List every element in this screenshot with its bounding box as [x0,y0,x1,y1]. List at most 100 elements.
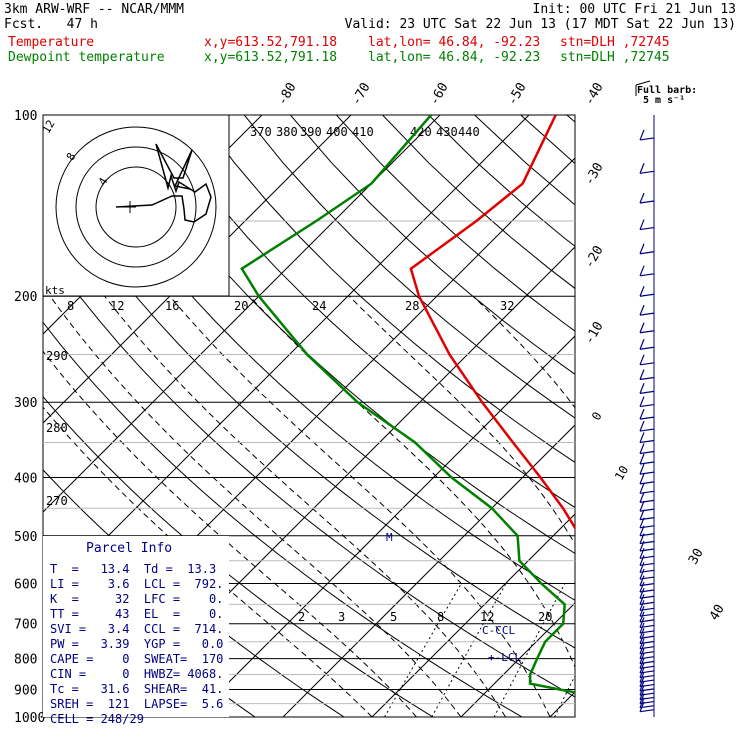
wind-barb-flag [639,383,645,394]
lcl-marker: +-LCL [488,651,521,664]
wind-barb [639,416,655,420]
pressure-label: 900 [14,683,37,698]
moist-adiabat [249,295,575,669]
wind-barb [639,390,655,394]
pressure-axis-labels: 100 200 300 400 500 600 700 800 900 1000 [14,109,45,726]
wind-barb-flag [639,492,645,503]
wind-barb-flag [639,588,645,599]
wind-barb-flag [639,500,645,512]
wind-barb [639,450,655,455]
wind-barb-flag [639,420,645,432]
wind-barbs [639,115,655,717]
wind-barb-flag [639,693,645,704]
wind-barb-flag [639,432,645,443]
wind-speed-label: 40 [707,602,728,623]
theta-label: 290 [46,349,68,363]
wind-barb [639,346,655,350]
wind-barb-flag [639,265,645,277]
wind-barb [639,273,655,277]
wind-barb-flag [639,129,645,141]
wind-barb [639,481,655,485]
wind-barb-flag [639,555,645,566]
wind-barb-flag [639,517,645,529]
wind-barb-flag [639,369,645,380]
wind-speed-label: 30 [686,546,707,567]
wind-barb [639,312,655,316]
wind-barb [639,137,655,141]
mixing-ratio-label: 3 [338,610,345,624]
wind-barb [639,200,655,204]
dry-adiabat [336,115,575,332]
wind-barb-flag [639,548,645,559]
theta-label: 390 [300,125,322,139]
dew-legend-xy: x,y=613.52,791.18 [204,50,338,65]
hodograph-axis-labels: 8 12 16 20 24 28 32 [67,299,514,313]
pressure-label: 1000 [14,711,45,726]
wind-barb [639,569,655,573]
isotherm [371,513,575,717]
wind-barb [639,170,655,174]
wind-barb-flag [639,680,645,692]
wind-barb [639,293,655,297]
wind-barb-flag [639,568,645,580]
hodo-axis-label: 16 [165,299,179,313]
wind-barb [639,251,655,255]
pressure-label: 500 [14,530,37,545]
wind-barb-flag [639,633,645,644]
moist-adiabat [615,296,728,717]
hodo-axis-label: 12 [110,299,124,313]
pressure-label: 200 [14,290,37,305]
isotherm-label: -10 [582,319,607,347]
dew-legend-stn: stn=DLH ,72745 [560,50,670,65]
parcel-info-title: Parcel Info [86,541,172,556]
dry-adiabat [197,115,575,463]
hodo-axis-label: 28 [405,299,419,313]
theta-label: 440 [458,125,480,139]
level-marker: M [386,531,393,544]
wind-barb-flag [639,594,645,605]
wind-barb-flag [639,648,645,659]
wind-barb-flag [639,628,645,639]
pressure-label: 600 [14,577,37,592]
isotherm [282,424,575,717]
wind-barb-flag [639,408,645,420]
mixing-ratio-label: 8 [437,610,444,624]
isotherm-label: -20 [582,243,607,271]
wind-barb [639,471,655,475]
isotherm [460,602,575,717]
parcel-info-row: SVI = 3.4 CCL = 714. [50,622,223,636]
parcel-info-row: LI = 3.6 LCL = 792. [50,577,223,591]
parcel-info-row: SREH = 121 LAPSE= 5.6 [50,697,223,711]
wind-barb-flag [639,243,645,254]
isotherm-label: -40 [582,80,607,108]
wind-barb [639,226,655,231]
wind-barb [639,508,655,512]
wind-barb-flag [639,658,645,669]
mixing-ratio-labels: 2 3 5 8 12 20 [298,610,552,624]
wind-barb-flag [639,463,645,475]
mixing-ratio-line [554,674,575,717]
dewpoint-profile [240,115,575,694]
parcel-info-row: CELL = 248/29 [50,712,144,726]
theta-label: 410 [352,125,374,139]
theta-label: 430 [436,125,458,139]
wind-barb-flag [639,285,645,297]
pressure-label: 700 [14,618,37,633]
parcel-info-panel: Parcel Info T = 13.4 Td = 13.3LI = 3.6 L… [43,536,229,726]
wind-barb-flag [639,192,645,204]
wind-barb-flag [639,701,645,712]
temp-legend-label: Temperature [8,35,95,50]
wind-barb-flag [639,562,645,573]
hodo-scale-label: kts [45,284,65,297]
isotherm-label: -60 [427,80,452,108]
parcel-info-row: K = 32 LFC = 0. [50,592,223,606]
dew-legend-label: Dewpoint temperature [8,50,165,65]
wind-barb-flag [639,219,645,230]
parcel-info-row: Tc = 31.6 SHEAR= 41. [50,682,223,696]
barb-legend-line1: Full barb: [637,85,697,96]
theta-label: 400 [326,125,348,139]
parcel-info-row: PW = 3.39 YGP = 0.0 [50,637,223,651]
wind-barb-flag [639,473,645,485]
wind-barb-flag [639,443,645,454]
wind-barb [639,709,655,713]
